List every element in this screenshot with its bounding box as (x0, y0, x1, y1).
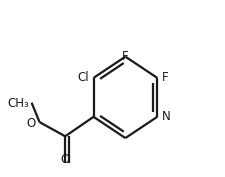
Text: F: F (122, 50, 128, 62)
Text: O: O (60, 153, 70, 166)
Text: CH₃: CH₃ (7, 97, 29, 110)
Text: O: O (27, 116, 36, 130)
Text: N: N (161, 110, 170, 123)
Text: Cl: Cl (77, 71, 89, 84)
Text: F: F (161, 71, 168, 84)
